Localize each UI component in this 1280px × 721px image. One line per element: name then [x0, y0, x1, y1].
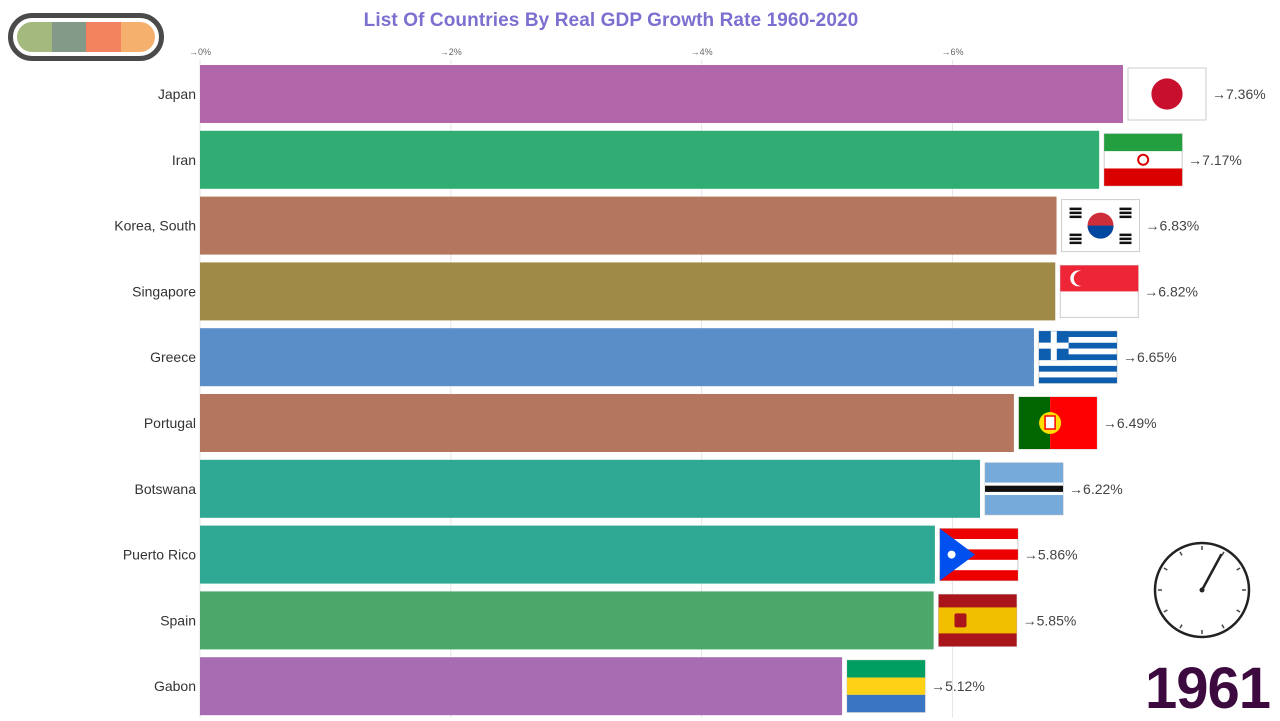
category-label: Singapore — [132, 283, 196, 299]
singapore-flag — [1059, 264, 1139, 318]
category-label: Iran — [172, 152, 196, 168]
bar — [200, 65, 1123, 123]
clock-icon — [1153, 541, 1251, 639]
category-label: Botswana — [135, 481, 197, 497]
flag-part — [954, 613, 967, 628]
value-label: →6.22% — [1069, 481, 1123, 497]
gabon-flag — [846, 659, 926, 713]
japan-flag — [1127, 67, 1207, 121]
bar — [200, 262, 1056, 321]
value-label: →6.49% — [1103, 415, 1157, 431]
bar — [200, 459, 981, 518]
category-label: Puerto Rico — [123, 547, 196, 563]
flag-part — [847, 677, 926, 695]
legend-swatch — [17, 22, 52, 52]
bar — [200, 591, 934, 650]
flag-part — [1104, 133, 1183, 152]
value-label: →7.17% — [1188, 152, 1242, 168]
legend-swatch — [51, 22, 86, 52]
clock-tick — [1163, 609, 1168, 613]
flag-part — [939, 549, 1018, 560]
flag-part — [985, 485, 1064, 492]
flag-part — [1038, 331, 1117, 337]
year-indicator: 1961 — [1144, 656, 1271, 721]
category-label: Greece — [150, 349, 196, 365]
flag-part — [939, 528, 975, 581]
flag-part — [847, 660, 926, 678]
clock-tick — [1179, 551, 1183, 556]
bar — [200, 328, 1034, 387]
bar — [200, 525, 935, 584]
bar — [200, 196, 1057, 255]
x-tick-label: →4% — [691, 47, 713, 57]
flag-part — [1069, 211, 1082, 215]
flag-part — [1038, 342, 1117, 349]
value-label: →6.65% — [1123, 349, 1177, 365]
bar — [200, 657, 843, 716]
flag-part — [1104, 168, 1183, 186]
flag-part — [1069, 237, 1082, 241]
clock-tick — [1221, 624, 1225, 629]
south-korea-flag — [1061, 199, 1141, 253]
flag-part — [1119, 207, 1132, 211]
greece-flag — [1038, 330, 1118, 384]
botswana-flag — [984, 462, 1064, 516]
value-label: →6.83% — [1146, 218, 1200, 234]
chart-title: List Of Countries By Real GDP Growth Rat… — [363, 10, 859, 31]
category-label: Spain — [160, 612, 196, 628]
bar — [200, 394, 1014, 452]
bar — [200, 130, 1100, 189]
clock-tick — [1236, 609, 1241, 613]
legend-swatches — [17, 22, 155, 52]
flag-part — [1038, 377, 1117, 384]
flag-part — [1038, 342, 1069, 349]
iran-flag — [1103, 133, 1183, 187]
legend-swatch — [120, 22, 155, 52]
value-label: →5.12% — [931, 678, 985, 694]
flag-part — [1119, 237, 1132, 241]
flag-part — [1069, 233, 1082, 237]
color-legend-pill — [8, 13, 164, 61]
portugal-flag — [1018, 396, 1098, 450]
category-label: Japan — [158, 86, 196, 102]
clock-tick — [1179, 624, 1183, 629]
flag-part — [947, 550, 956, 559]
flag-part — [1069, 241, 1082, 245]
value-label: →7.36% — [1212, 86, 1266, 102]
value-label: →5.86% — [1024, 547, 1078, 563]
flag-part — [1038, 354, 1117, 361]
flag-part — [1137, 153, 1150, 166]
clock-tick — [1163, 567, 1168, 571]
flag-part — [1038, 365, 1117, 372]
clock-tick — [1221, 551, 1225, 556]
flag-part — [1119, 211, 1132, 215]
x-tick-label: →6% — [941, 47, 963, 57]
flag-part — [1119, 241, 1132, 245]
flag-part — [1073, 270, 1089, 286]
flag-part — [1119, 215, 1132, 219]
flag-part — [1044, 415, 1056, 430]
value-label: →5.85% — [1023, 612, 1077, 628]
category-label: Korea, South — [114, 218, 196, 234]
flag-part — [1087, 225, 1114, 239]
flag-part — [847, 694, 926, 713]
category-label: Portugal — [144, 415, 196, 431]
flag-part — [1151, 78, 1183, 110]
x-tick-label: →0% — [189, 47, 211, 57]
flag-part — [939, 570, 1018, 581]
flag-part — [1069, 207, 1082, 211]
category-label: Gabon — [154, 678, 196, 694]
flag-part — [938, 607, 1017, 634]
value-label: →6.82% — [1144, 283, 1198, 299]
clock-tick — [1236, 567, 1241, 571]
legend-swatch — [86, 22, 121, 52]
x-tick-label: →2% — [440, 47, 462, 57]
spain-flag — [938, 593, 1018, 647]
flag-part — [939, 528, 1018, 539]
flag-part — [1069, 215, 1082, 219]
flag-part — [1119, 233, 1132, 237]
puerto-rico-flag — [939, 528, 1019, 582]
